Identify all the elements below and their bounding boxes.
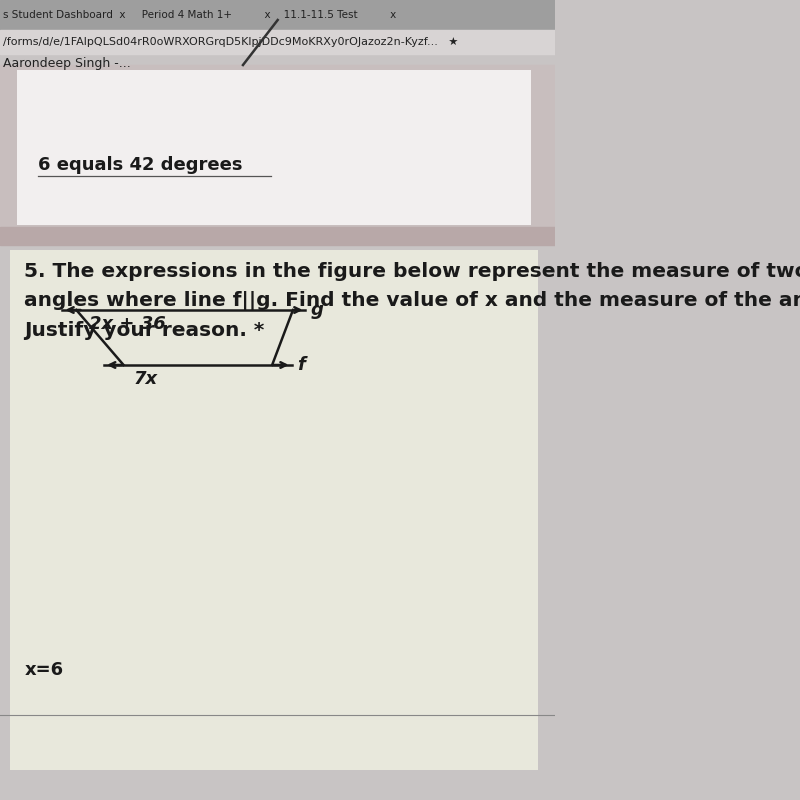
Bar xyxy=(0,227,555,245)
Bar xyxy=(0,65,555,240)
Text: /forms/d/e/1FAlpQLSd04rR0oWRXORGrqD5KlpjDDc9MoKRXy0rOJazoz2n-Kyzf...   ★: /forms/d/e/1FAlpQLSd04rR0oWRXORGrqD5Klpj… xyxy=(2,37,458,47)
Bar xyxy=(0,30,555,54)
Text: s Student Dashboard  x     Period 4 Math 1+          x    11.1-11.5 Test        : s Student Dashboard x Period 4 Math 1+ x… xyxy=(2,10,396,20)
Text: 2x + 36: 2x + 36 xyxy=(89,315,166,333)
Bar xyxy=(10,250,538,770)
Text: f: f xyxy=(297,356,305,374)
Text: g: g xyxy=(311,301,324,319)
Text: Aarondeep Singh -...: Aarondeep Singh -... xyxy=(2,58,130,70)
Text: 6 equals 42 degrees: 6 equals 42 degrees xyxy=(38,156,242,174)
Bar xyxy=(0,0,555,30)
Text: x=6: x=6 xyxy=(24,661,63,679)
Text: 7x: 7x xyxy=(134,370,158,388)
Text: 5. The expressions in the figure below represent the measure of two
angles where: 5. The expressions in the figure below r… xyxy=(24,262,800,339)
Bar xyxy=(18,70,531,225)
